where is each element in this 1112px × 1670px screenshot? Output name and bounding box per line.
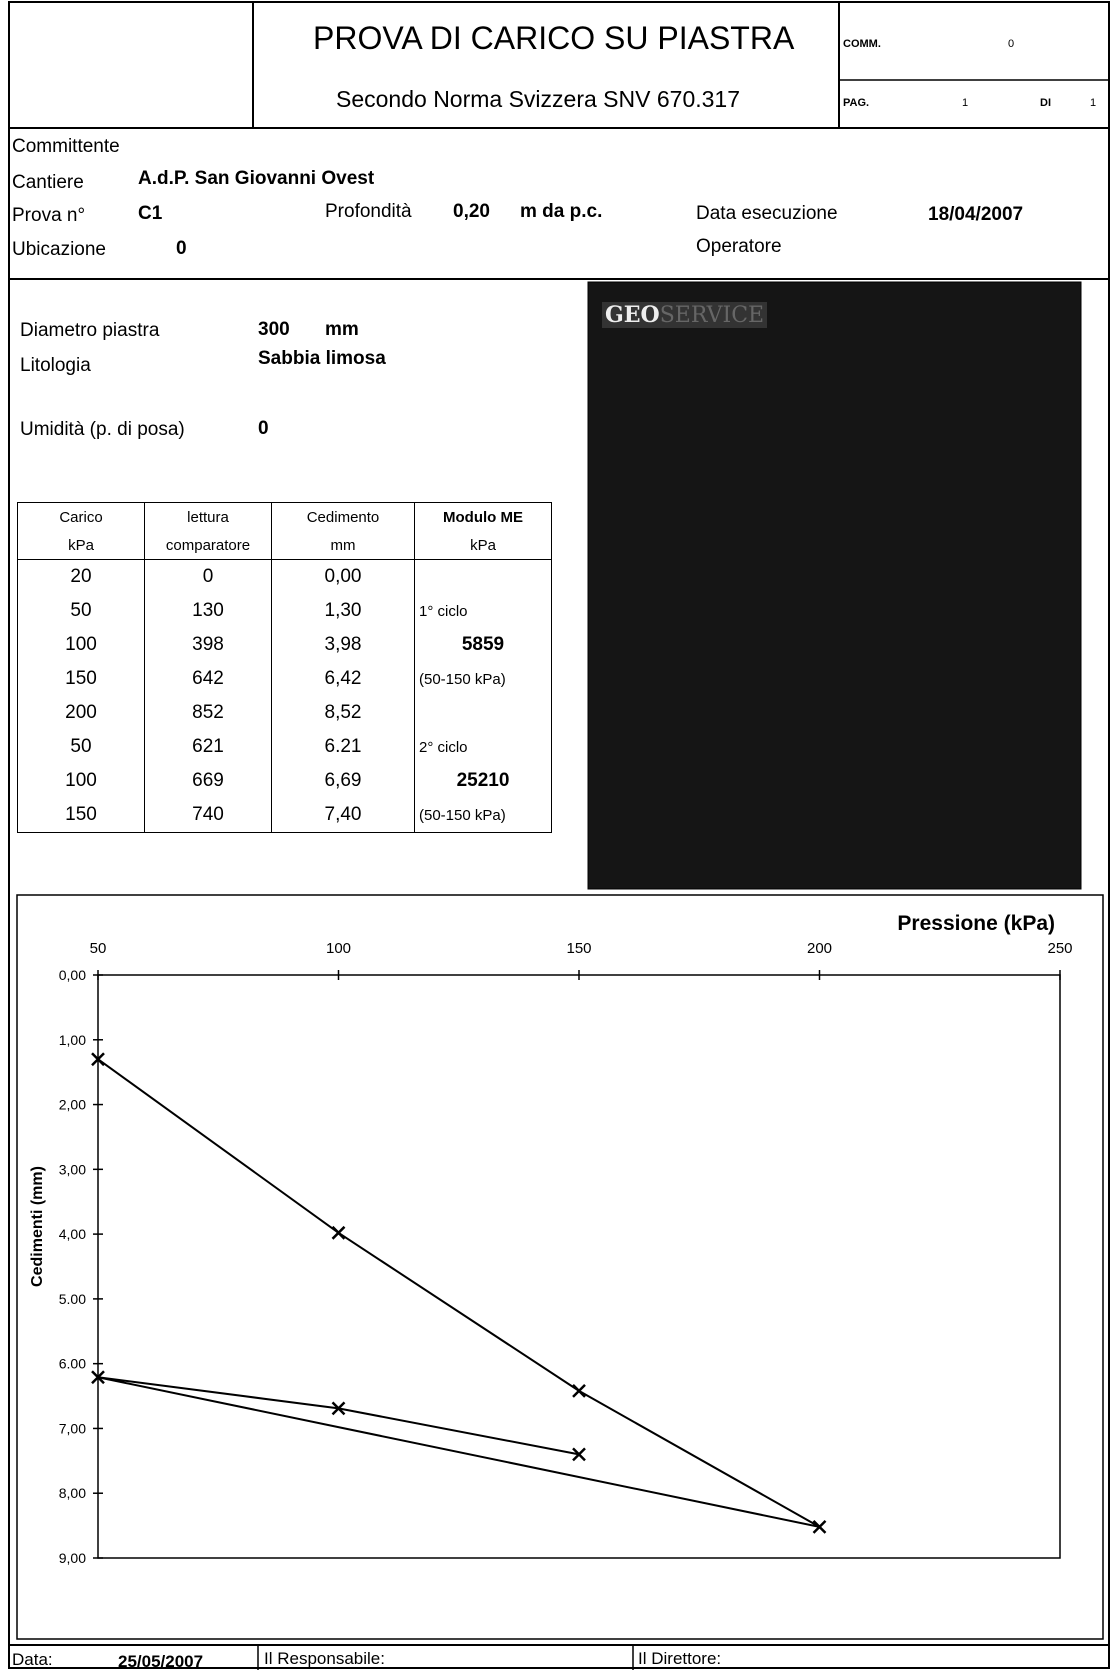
page: PROVA DI CARICO SU PIASTRA Secondo Norma…: [0, 0, 1112, 1670]
y-axis-label: Cedimenti (mm): [29, 1166, 46, 1287]
x-tick-label: 200: [807, 940, 832, 957]
x-axis-label: Pressione (kPa): [897, 912, 1055, 935]
y-tick-label: 9,00: [59, 1550, 86, 1566]
value: 25/05/2007: [118, 1652, 203, 1670]
y-tick-label: 7,00: [59, 1420, 86, 1436]
plot-area: [98, 975, 1060, 1558]
data-marker: [333, 1227, 345, 1239]
y-tick-label: 5.00: [59, 1291, 86, 1307]
x-tick-label: 150: [566, 940, 591, 957]
chart: 50 100 150 200 250 0,00 1,00 2,00 3,00 4,00 5.00 6.…: [0, 0, 1112, 1670]
y-tick-label: 4,00: [59, 1226, 86, 1242]
label: Il Responsabile:: [264, 1649, 385, 1669]
data-marker: [573, 1385, 585, 1397]
x-tick-label: 100: [326, 940, 351, 957]
y-tick-label: 1,00: [59, 1032, 86, 1048]
y-tick-label: 0,00: [59, 967, 86, 983]
data-line: [98, 1059, 820, 1527]
y-tick-label: 3,00: [59, 1161, 86, 1177]
y-tick-label: 2,00: [59, 1097, 86, 1113]
x-tick-label: 250: [1047, 940, 1072, 957]
y-tick-label: 8,00: [59, 1485, 86, 1501]
x-tick-label: 50: [90, 940, 107, 957]
label: Il Direttore:: [638, 1649, 721, 1669]
label: Data:: [12, 1650, 53, 1670]
y-tick-label: 6.00: [59, 1356, 86, 1372]
